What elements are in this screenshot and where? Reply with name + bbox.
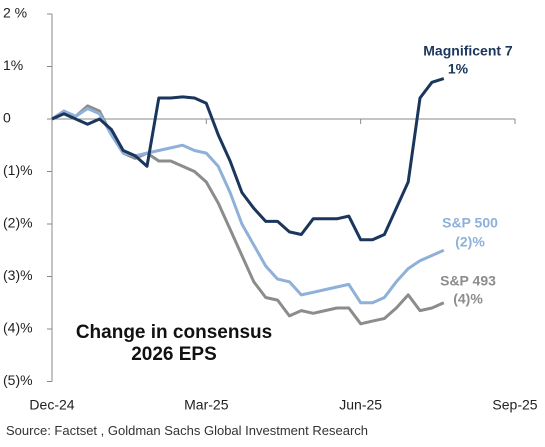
series-line [51,77,445,242]
y-tick-label: 1% [3,57,23,73]
series-line [51,104,445,326]
y-tick-label: (1)% [3,162,33,178]
y-tick-label: (3)% [3,267,33,283]
series-end-label: 1% [448,61,469,77]
y-tick-label: 2 % [3,5,27,21]
x-tick-label: Mar-25 [184,397,229,413]
x-tick-label: Dec-24 [29,397,74,413]
chart: 2 % 1% 0 (1)% (2)% (3)% (4)% (5)% Dec-24 Mar-25 Ju… [3,5,538,413]
y-tick-label: 0 [3,110,11,126]
series-label: Magnificent 7 [423,43,513,59]
series-label: S&P 500 [442,215,498,231]
y-tick-label: (4)% [3,320,33,336]
series-label: S&P 493 [440,273,496,289]
y-tick-label: (2)% [3,215,33,231]
chart-title: Change in consensus 2026 EPS [75,322,273,365]
series-line [51,107,445,305]
x-tick-label: Sep-25 [492,397,537,413]
x-tick-label: Jun-25 [339,397,382,413]
series-end-label: (2)% [455,234,485,250]
source-note: Source: Factset , Goldman Sachs Global I… [6,423,369,438]
series-end-label: (4)% [453,291,483,307]
y-tick-label: (5)% [3,372,33,388]
